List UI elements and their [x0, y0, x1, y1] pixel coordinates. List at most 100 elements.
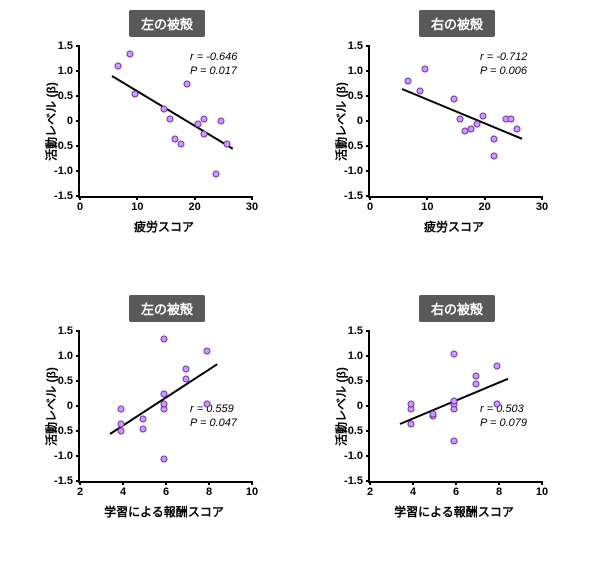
data-point — [139, 415, 146, 422]
y-tick — [366, 95, 370, 97]
correlation-stats: r = -0.712P = 0.006 — [480, 50, 527, 79]
data-point — [416, 88, 423, 95]
y-tick-label: 0.5 — [348, 375, 363, 387]
y-tick-label: 0.5 — [58, 90, 73, 102]
data-point — [161, 105, 168, 112]
data-point — [491, 153, 498, 160]
y-tick-label: 0 — [357, 115, 363, 127]
x-tick — [122, 481, 124, 485]
x-tick-label: 2 — [367, 486, 373, 498]
panel-title-tag: 右の被殻 — [419, 10, 495, 37]
correlation-stats: r = -0.646P = 0.017 — [190, 50, 237, 79]
y-tick-label: 1.0 — [58, 350, 73, 362]
y-tick-label: -1.5 — [54, 190, 73, 202]
correlation-stats: r = 0.503P = 0.079 — [480, 402, 527, 431]
x-tick-label: 20 — [479, 201, 491, 213]
x-tick — [498, 481, 500, 485]
x-axis-label: 学習による報酬スコア — [394, 503, 514, 520]
data-point — [182, 375, 189, 382]
x-tick-label: 2 — [77, 486, 83, 498]
data-point — [491, 135, 498, 142]
y-tick — [366, 45, 370, 47]
y-tick — [76, 170, 80, 172]
data-point — [161, 400, 168, 407]
data-point — [161, 455, 168, 462]
y-tick-label: 0.5 — [58, 375, 73, 387]
y-tick — [76, 405, 80, 407]
x-tick — [541, 196, 543, 200]
x-tick-label: 8 — [496, 486, 502, 498]
y-tick-label: 1.0 — [348, 65, 363, 77]
x-tick-label: 30 — [536, 201, 548, 213]
data-point — [408, 400, 415, 407]
data-point — [178, 140, 185, 147]
x-tick-label: 10 — [536, 486, 548, 498]
x-tick — [369, 196, 371, 200]
y-tick — [366, 330, 370, 332]
figure-root: 左の被殻-1.5-1.0-0.500.51.01.50102030活動レベル (… — [0, 0, 600, 569]
y-axis-label: 活動レベル (β) — [43, 362, 60, 452]
y-axis-label: 活動レベル (β) — [43, 77, 60, 167]
data-point — [183, 80, 190, 87]
data-point — [201, 130, 208, 137]
y-tick — [76, 70, 80, 72]
x-tick — [79, 196, 81, 200]
x-tick-label: 10 — [131, 201, 143, 213]
x-tick-label: 10 — [421, 201, 433, 213]
x-tick — [194, 196, 196, 200]
y-tick — [76, 455, 80, 457]
data-point — [132, 90, 139, 97]
data-point — [451, 398, 458, 405]
x-tick — [251, 481, 253, 485]
x-tick — [426, 196, 428, 200]
data-point — [479, 113, 486, 120]
x-tick — [412, 481, 414, 485]
data-point — [408, 420, 415, 427]
data-point — [514, 125, 521, 132]
y-tick — [366, 355, 370, 357]
y-tick-label: -1.5 — [54, 475, 73, 487]
y-tick — [76, 45, 80, 47]
y-tick — [366, 430, 370, 432]
x-tick-label: 0 — [367, 201, 373, 213]
data-point — [472, 380, 479, 387]
data-point — [494, 400, 501, 407]
x-tick-label: 4 — [410, 486, 416, 498]
x-tick — [251, 196, 253, 200]
x-tick-label: 6 — [453, 486, 459, 498]
data-point — [456, 115, 463, 122]
y-tick-label: 1.5 — [58, 325, 73, 337]
y-tick-label: 1.5 — [348, 40, 363, 52]
data-point — [161, 390, 168, 397]
x-tick — [165, 481, 167, 485]
panel-title-tag: 右の被殻 — [419, 295, 495, 322]
correlation-stats: r = 0.559P = 0.047 — [190, 402, 237, 431]
y-tick — [76, 380, 80, 382]
x-tick — [541, 481, 543, 485]
x-axis-label: 疲労スコア — [134, 218, 194, 235]
y-tick-label: 0 — [67, 115, 73, 127]
y-tick-label: -1.0 — [344, 165, 363, 177]
y-tick — [366, 145, 370, 147]
y-tick-label: 1.0 — [58, 65, 73, 77]
y-tick — [76, 330, 80, 332]
data-point — [126, 50, 133, 57]
data-point — [204, 348, 211, 355]
y-tick-label: 0 — [67, 400, 73, 412]
data-point — [201, 115, 208, 122]
y-tick-label: 0.5 — [348, 90, 363, 102]
x-tick — [136, 196, 138, 200]
data-point — [218, 118, 225, 125]
x-axis-label: 学習による報酬スコア — [104, 503, 224, 520]
data-point — [182, 365, 189, 372]
y-tick — [76, 145, 80, 147]
x-tick-label: 0 — [77, 201, 83, 213]
data-point — [115, 63, 122, 70]
data-point — [472, 373, 479, 380]
y-axis-label: 活動レベル (β) — [333, 77, 350, 167]
data-point — [473, 120, 480, 127]
x-tick — [208, 481, 210, 485]
y-tick — [76, 355, 80, 357]
data-point — [204, 400, 211, 407]
x-tick — [369, 481, 371, 485]
